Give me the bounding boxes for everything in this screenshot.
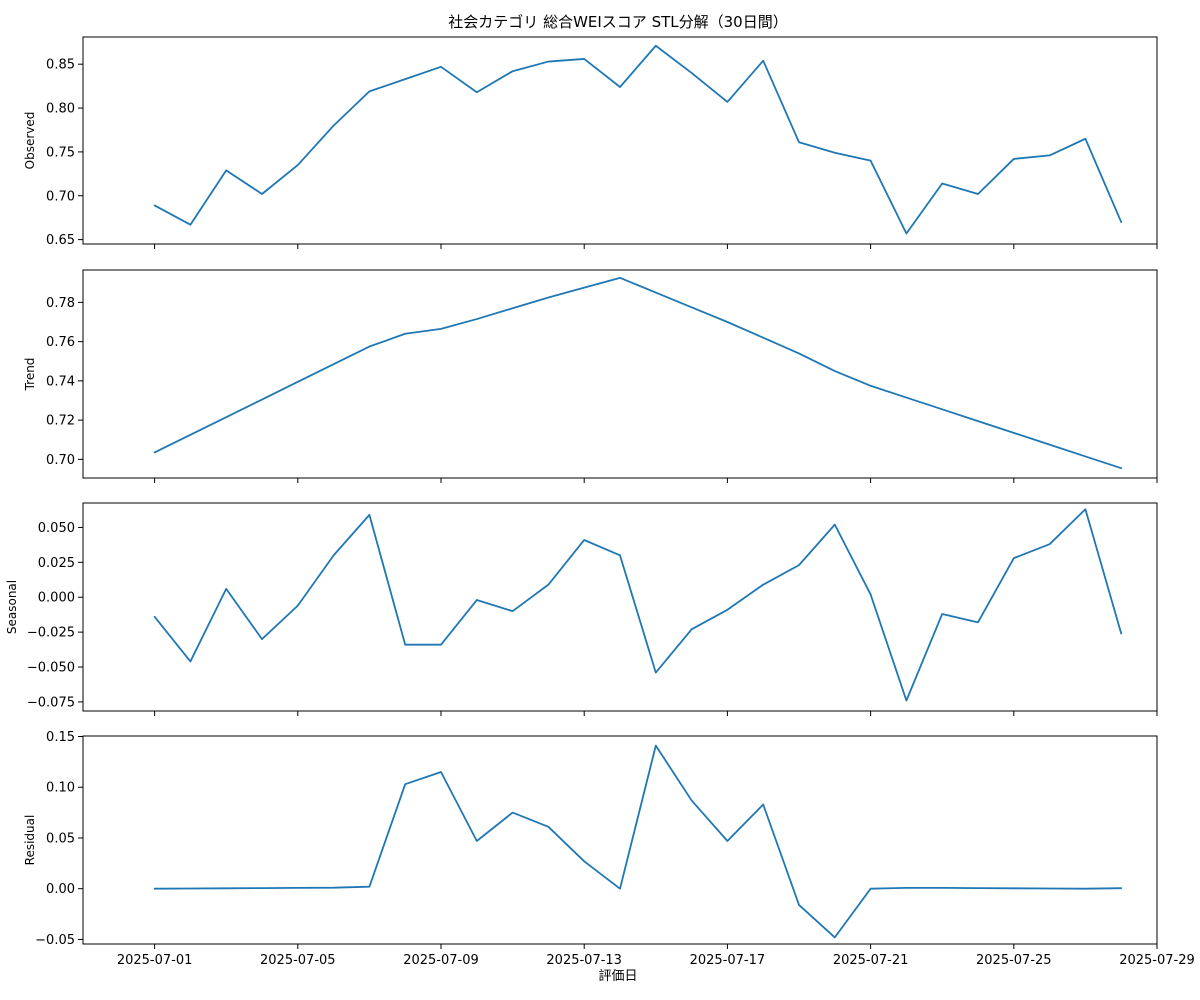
chart-title: 社会カテゴリ 総合WEIスコア STL分解（30日間）: [448, 13, 787, 31]
x-tick-label: 2025-07-09: [403, 953, 479, 968]
y-axis-label: Observed: [23, 112, 37, 170]
series-line-observed: [153, 44, 1123, 235]
y-tick-label: −0.025: [27, 626, 75, 641]
y-tick-label: 0.74: [46, 374, 75, 389]
panels-group: 0.65 0.70 0.75 0.80 0.85 Observed 0.70 0.72 0.74…: [5, 36, 1195, 968]
y-tick-label: 0.65: [46, 233, 75, 248]
series-line-residual: [153, 744, 1123, 939]
axes-frame: [82, 735, 1158, 945]
axes-frame: [82, 269, 1158, 479]
x-tick-label: 2025-07-01: [117, 953, 193, 968]
y-tick-label: 0.76: [46, 335, 75, 350]
panel-trend: 0.70 0.72 0.74 0.76 0.78 Trend: [23, 269, 1158, 483]
y-tick-label: 0.10: [46, 781, 75, 796]
y-tick-label: 0.78: [46, 296, 75, 311]
axes-frame: [82, 36, 1158, 245]
series-line-trend: [153, 276, 1123, 470]
y-tick-label: 0.70: [46, 189, 75, 204]
y-tick-label: 0.00: [46, 882, 75, 897]
series-line-seasonal: [153, 508, 1123, 702]
y-tick-label: 0.05: [46, 831, 75, 846]
x-axis-label: 評価日: [598, 969, 637, 984]
x-tick-label: 2025-07-17: [690, 953, 766, 968]
y-tick-label: 0.050: [38, 521, 75, 536]
y-axis-label: Residual: [23, 815, 37, 866]
axes-frame: [82, 502, 1158, 712]
y-tick-label: 0.15: [46, 730, 75, 745]
panel-residual: −0.05 0.00 0.05 0.10 0.15 Residual 2025-07-01 2…: [23, 730, 1195, 968]
y-tick-label: 0.75: [46, 145, 75, 160]
y-tick-label: 0.80: [46, 102, 75, 117]
y-tick-label: 0.000: [38, 591, 75, 606]
x-tick-label: 2025-07-05: [260, 953, 336, 968]
panel-observed: 0.65 0.70 0.75 0.80 0.85 Observed: [23, 36, 1158, 249]
x-tick-label: 2025-07-13: [546, 953, 622, 968]
x-tick-label: 2025-07-25: [976, 953, 1052, 968]
panel-seasonal: −0.075 −0.050 −0.025 0.000 0.025 0.050 Seasona…: [5, 502, 1158, 716]
y-tick-label: 0.025: [38, 556, 75, 571]
x-tick-label: 2025-07-29: [1119, 953, 1195, 968]
y-tick-label: −0.050: [27, 661, 75, 676]
y-tick-label: 0.72: [46, 414, 75, 429]
y-tick-label: −0.075: [27, 695, 75, 710]
y-tick-label: 0.70: [46, 453, 75, 468]
x-tick-label: 2025-07-21: [833, 953, 909, 968]
y-axis-label: Trend: [23, 358, 37, 392]
y-tick-label: −0.05: [35, 933, 75, 948]
y-tick-label: 0.85: [46, 58, 75, 73]
y-axis-label: Seasonal: [5, 580, 19, 634]
